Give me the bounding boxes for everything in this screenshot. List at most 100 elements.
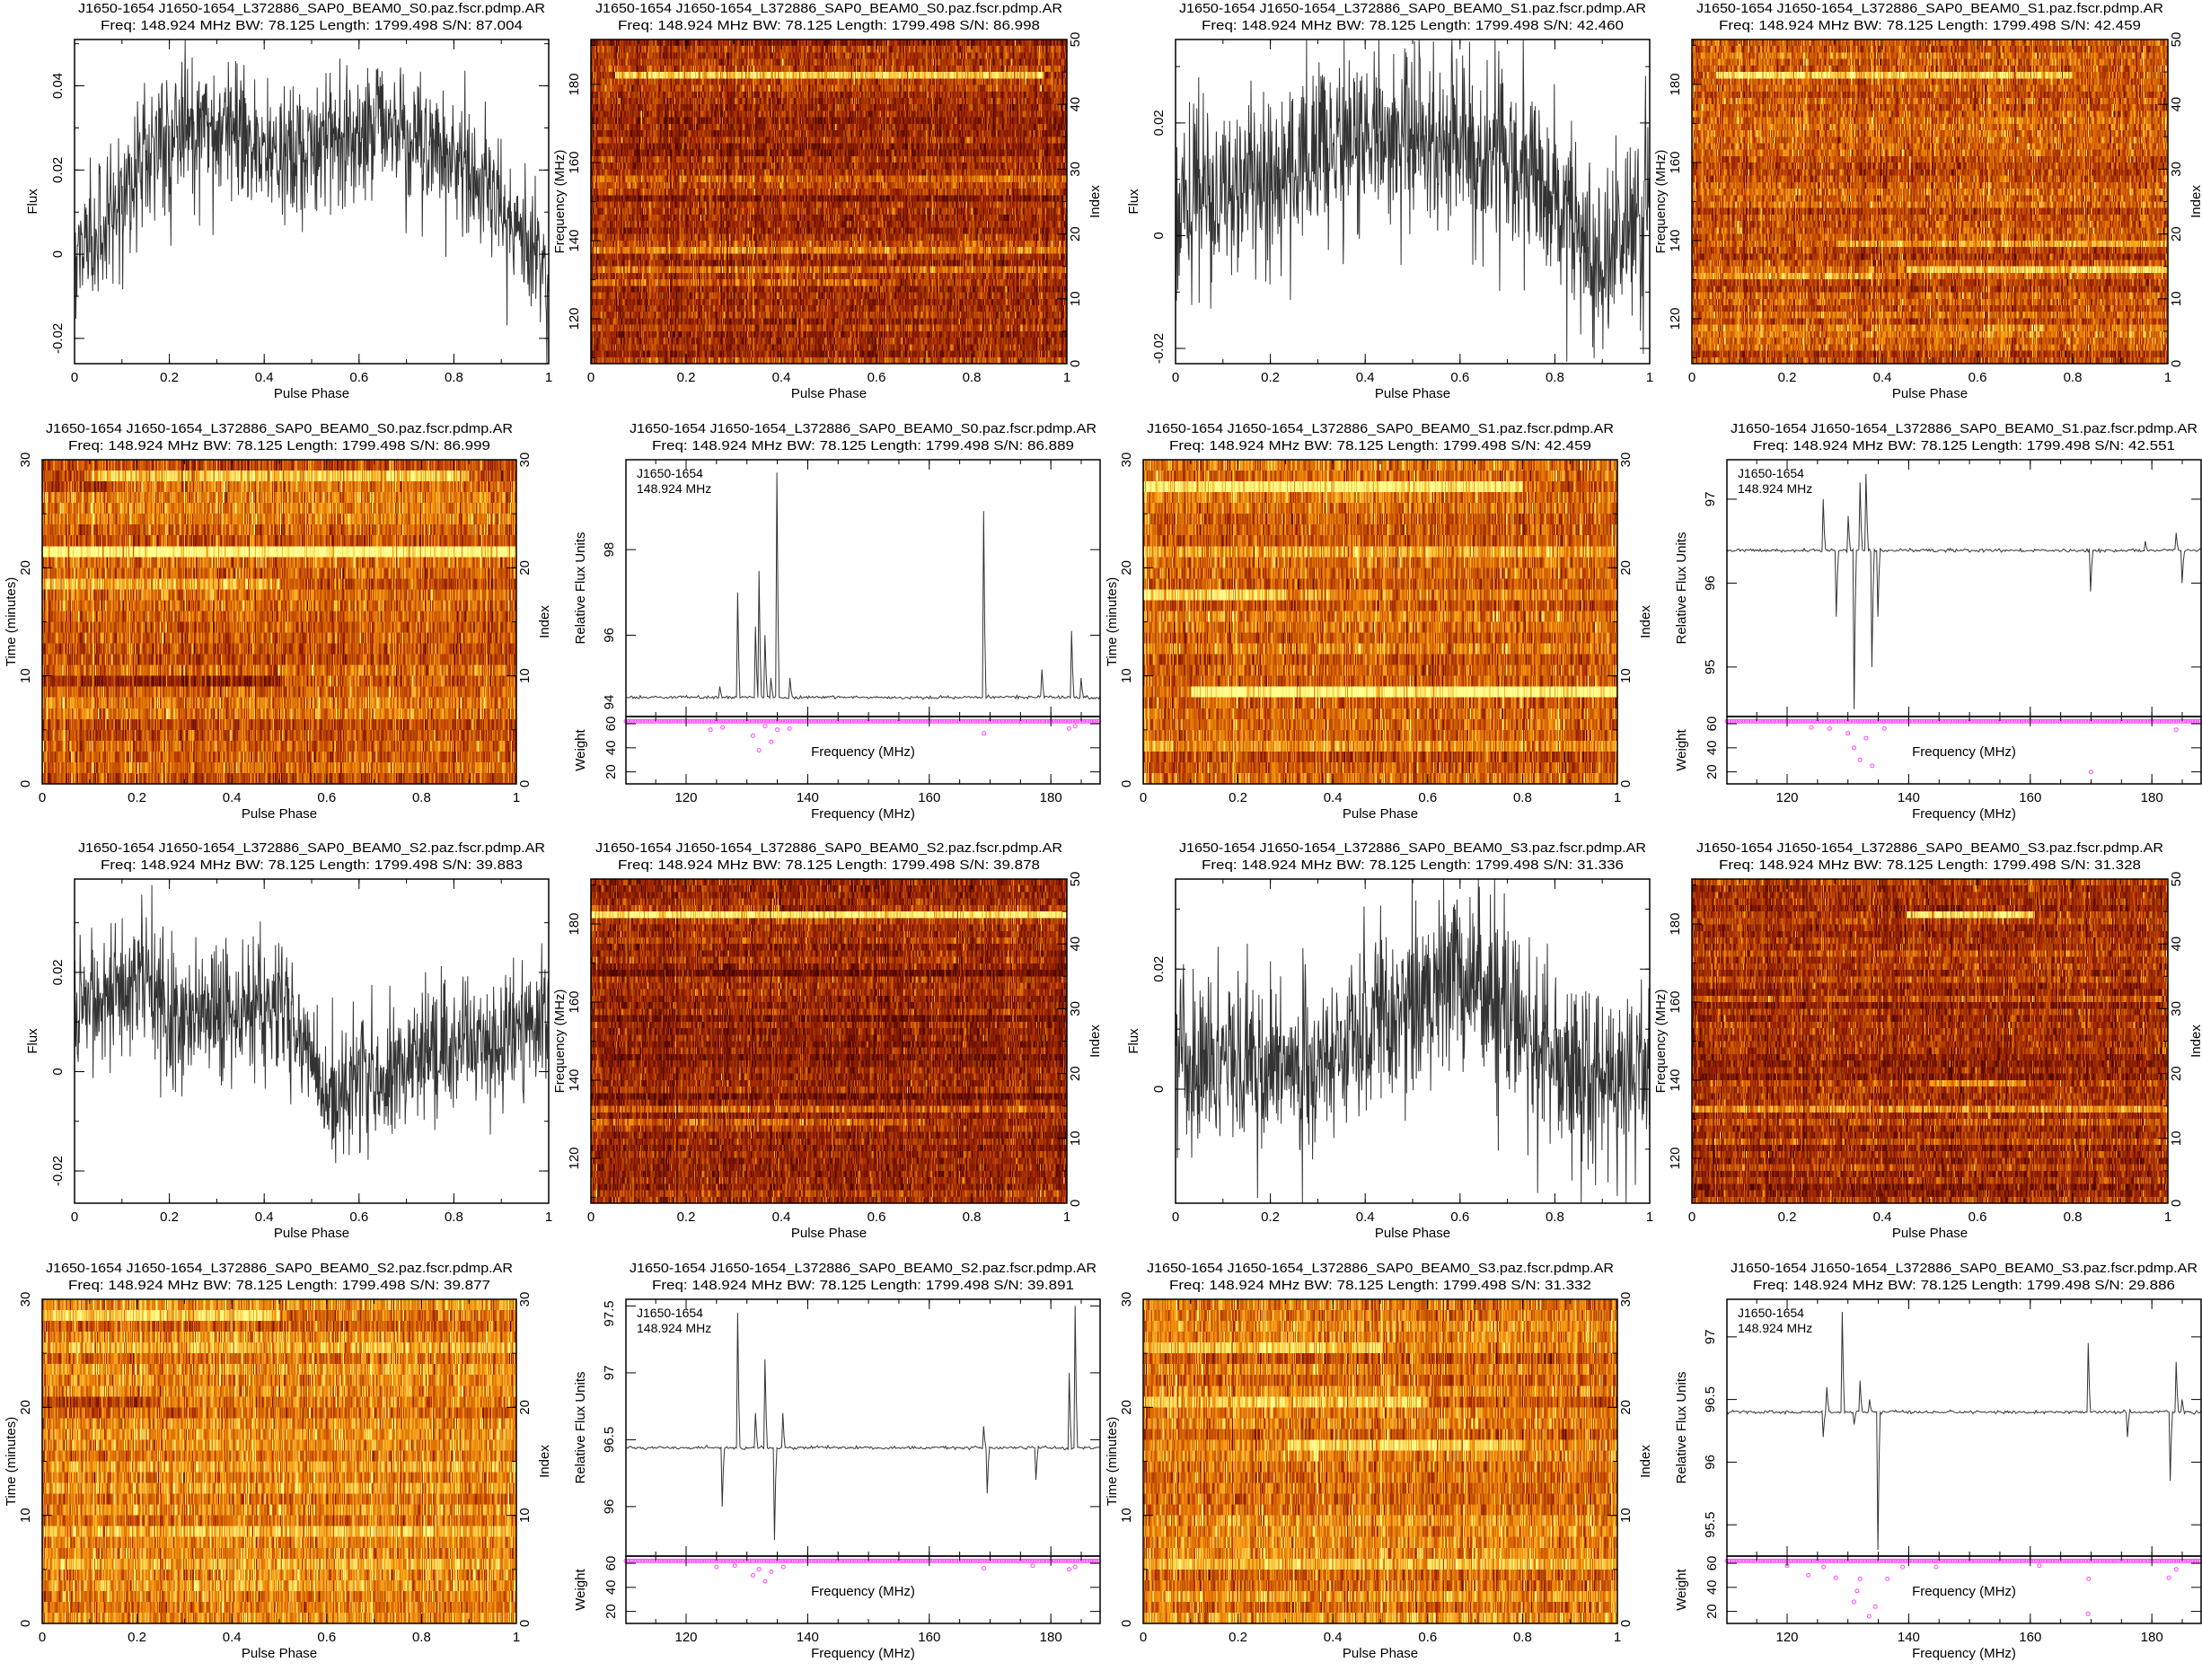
weight-frame <box>1726 715 2202 785</box>
weight-point <box>2083 718 2089 724</box>
weight-point <box>861 718 867 724</box>
x-axis-label: Pulse Phase <box>1892 386 1968 401</box>
plot-subtitle: Freq: 148.924 MHz BW: 78.125 Length: 179… <box>1753 438 2175 453</box>
weight-point <box>2030 1558 2036 1563</box>
weight-point <box>982 718 988 724</box>
weight-point <box>2098 718 2102 724</box>
y-tick-label: 180 <box>1668 74 1683 96</box>
weight-point <box>1802 718 1808 724</box>
plot-panel-bandpass: J1650-1654 J1650-1654_L372886_SAP0_BEAM0… <box>550 1260 1102 1680</box>
weight-point <box>1068 1558 1073 1563</box>
weight-point <box>1767 1558 1773 1563</box>
x-axis-label: Frequency (MHz) <box>1912 806 2016 822</box>
weight-point <box>1004 1558 1009 1563</box>
weight-point <box>797 718 802 724</box>
x-tick-label: 0.6 <box>317 790 336 805</box>
right-tick-label: 50 <box>1068 872 1083 887</box>
weight-point <box>2065 718 2069 724</box>
weight-point <box>1743 1558 1748 1563</box>
weight-point <box>1053 1558 1059 1563</box>
y-tick-label: 96 <box>602 628 617 643</box>
weight-point <box>909 718 914 724</box>
x-tick-label: 0.8 <box>412 790 431 805</box>
weight-point <box>1929 718 1934 724</box>
plot-title: J1650-1654 J1650-1654_L372886_SAP0_BEAM0… <box>78 840 545 856</box>
flagged-weight-point <box>780 1564 786 1570</box>
weight-point <box>832 1558 838 1563</box>
x-tick-label: 160 <box>2019 790 2041 805</box>
x-axis-label: Pulse Phase <box>791 386 867 401</box>
plot-panel-freq: J1650-1654 J1650-1654_L372886_SAP0_BEAM0… <box>550 0 1103 420</box>
weight-point <box>1070 718 1076 724</box>
weight-point <box>737 718 743 724</box>
weight-point <box>2192 1558 2198 1563</box>
weight-point <box>1834 718 1839 724</box>
weight-point <box>808 1558 814 1563</box>
weight-point <box>2040 718 2046 724</box>
plot-subtitle: Freq: 148.924 MHz BW: 78.125 Length: 179… <box>618 858 1040 873</box>
weight-point <box>771 1558 776 1563</box>
weight-point <box>1886 718 1891 724</box>
y-axis-label: Time (minutes) <box>1105 576 1120 665</box>
y-axis-label: Flux <box>25 189 40 215</box>
weight-point <box>630 718 636 724</box>
weight-point <box>1789 1558 1793 1563</box>
right-axis-label: Index <box>1638 1444 1653 1477</box>
plot-frame <box>1142 458 1618 785</box>
y-tick-label: 0 <box>1119 1619 1134 1626</box>
x-tick-label: 0 <box>71 370 78 385</box>
weight-point <box>1053 718 1059 724</box>
weight-point <box>799 718 805 724</box>
weight-point <box>785 1558 790 1563</box>
weight-point <box>640 1558 645 1563</box>
weight-point <box>811 718 816 724</box>
weight-point <box>628 1558 633 1563</box>
weight-point <box>1049 1558 1054 1563</box>
y-tick-label: 40 <box>603 1579 619 1595</box>
x-tick-label: 1 <box>1614 790 1621 805</box>
weight-point <box>635 718 640 724</box>
flagged-weight-point <box>1854 1588 1860 1593</box>
weight-point <box>877 718 883 724</box>
weight-point <box>747 1558 753 1563</box>
plot-panel-profile: J1650-1654 J1650-1654_L372886_SAP0_BEAM0… <box>1101 0 1653 420</box>
weight-point <box>1784 718 1789 724</box>
weight-point <box>1926 718 1932 724</box>
plot-title: J1650-1654 J1650-1654_L372886_SAP0_BEAM0… <box>46 1261 513 1276</box>
weight-point <box>2065 1558 2069 1563</box>
weight-point <box>1035 718 1040 724</box>
weight-point <box>1001 718 1007 724</box>
heatmap-image <box>1143 459 1617 784</box>
plot-panel-time: J1650-1654 J1650-1654_L372886_SAP0_BEAM0… <box>1101 420 1653 840</box>
plot-title: J1650-1654 J1650-1654_L372886_SAP0_BEAM0… <box>78 1 545 16</box>
weight-point <box>2124 1558 2129 1563</box>
y-tick-label: 140 <box>1668 1069 1683 1091</box>
frequency-annotation: 148.924 MHz <box>1738 481 1812 496</box>
y-tick-label: 140 <box>567 229 582 251</box>
plot-frame <box>1691 39 2169 365</box>
weight-point <box>766 1558 771 1563</box>
weight-point <box>1924 718 1929 724</box>
y-tick-label: 0 <box>50 1068 66 1075</box>
flagged-weight-point <box>708 726 713 732</box>
weight-point <box>854 718 859 724</box>
weight-point <box>2188 1558 2193 1563</box>
weight-point <box>2171 1558 2177 1563</box>
weight-point <box>1915 718 1920 724</box>
weight-point <box>1795 1558 1801 1563</box>
x-tick-label: 140 <box>1898 790 1920 805</box>
weight-point <box>1955 718 1960 724</box>
flagged-weight-point <box>1857 1576 1863 1581</box>
weight-point <box>711 718 717 724</box>
weight-point <box>939 718 945 724</box>
y-tick-label: 160 <box>1668 990 1683 1013</box>
weight-point <box>2126 1558 2131 1563</box>
weight-point <box>928 1558 933 1563</box>
weight-point <box>937 718 942 724</box>
right-tick-label: 20 <box>1618 559 1634 575</box>
x-tick-label: 160 <box>2019 1630 2041 1645</box>
weight-point <box>778 718 783 724</box>
weight-point <box>728 718 733 724</box>
weight-point <box>2162 1558 2167 1563</box>
weight-point <box>2040 1558 2046 1563</box>
